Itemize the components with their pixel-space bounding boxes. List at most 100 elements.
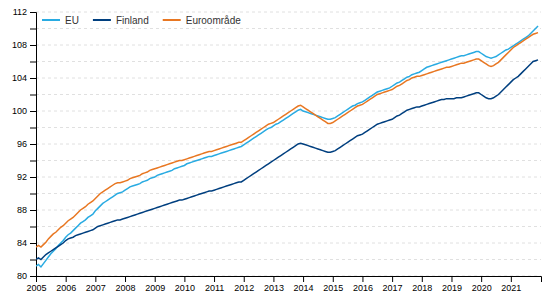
tick: 2017	[383, 276, 403, 293]
tick	[30, 161, 36, 162]
grid-line	[36, 78, 541, 79]
tick	[30, 227, 36, 228]
tick: 2018	[412, 276, 432, 293]
legend-item: EU	[42, 15, 79, 26]
tick-label: 2017	[383, 283, 403, 293]
tick-mark	[30, 210, 36, 211]
tick: 2006	[56, 276, 76, 293]
tick-mark	[66, 276, 67, 282]
tick: 2013	[264, 276, 284, 293]
tick: 80	[17, 271, 36, 281]
tick-mark	[30, 29, 36, 30]
legend: EU Finland Euroområde	[42, 15, 241, 26]
grid-line	[36, 226, 541, 227]
legend-label: Euroområde	[186, 15, 241, 26]
tick-mark	[362, 276, 363, 282]
plot: 2005 2006 2007 2008 2009 2010 2011 2012 2013 2014…	[12, 7, 542, 293]
legend-item: Euroområde	[163, 15, 241, 26]
tick-label: 2009	[145, 283, 165, 293]
tick-label: 2013	[264, 283, 284, 293]
legend-label: Finland	[116, 15, 149, 26]
grid-line	[36, 259, 541, 260]
tick-mark	[184, 276, 185, 282]
tick-label: 2018	[412, 283, 432, 293]
tick	[30, 29, 36, 30]
tick-label: 2007	[86, 283, 106, 293]
tick-label: 2014	[294, 283, 314, 293]
tick-label: 2010	[175, 283, 195, 293]
tick-mark	[511, 276, 512, 282]
tick: 2005	[26, 276, 46, 293]
tick-mark	[214, 276, 215, 282]
tick-mark	[30, 45, 36, 46]
tick: 2010	[175, 276, 195, 293]
tick-label: 84	[17, 238, 27, 248]
y-axis: 8084889296100104108112	[12, 7, 37, 281]
tick-label: 2012	[234, 283, 254, 293]
tick: 2020	[472, 276, 492, 293]
tick-label: 2008	[116, 283, 136, 293]
line	[36, 33, 538, 248]
tick-mark	[30, 243, 36, 244]
tick: 88	[17, 205, 36, 215]
tick-label: 108	[12, 40, 27, 50]
tick-label: 104	[12, 73, 27, 83]
tick: 2019	[442, 276, 462, 293]
tick	[30, 128, 36, 129]
tick-mark	[303, 276, 304, 282]
tick	[30, 260, 36, 261]
tick-label: 112	[13, 7, 27, 17]
tick: 2007	[86, 276, 106, 293]
tick-label: 2016	[353, 283, 373, 293]
tick-label: 100	[12, 106, 27, 116]
tick: 2014	[294, 276, 314, 293]
grid-line	[36, 177, 541, 178]
tick-label: 2019	[442, 283, 462, 293]
tick-label: 2015	[323, 283, 343, 293]
grid-line	[36, 160, 541, 161]
legend-swatch	[42, 19, 60, 21]
tick: 2021	[501, 276, 521, 293]
tick: 108	[12, 40, 36, 50]
tick-mark	[30, 62, 36, 63]
tick-label: 2006	[56, 283, 76, 293]
tick-label: 2020	[472, 283, 492, 293]
tick-mark	[30, 260, 36, 261]
tick: 2012	[234, 276, 254, 293]
line	[36, 60, 538, 260]
grid-line	[36, 243, 541, 244]
tick	[30, 62, 36, 63]
tick-mark	[30, 78, 36, 79]
grid-line	[36, 127, 541, 128]
tick-label: 80	[17, 271, 27, 281]
legend-swatch	[93, 19, 111, 21]
grid-line	[36, 45, 541, 46]
tick-mark	[392, 276, 393, 282]
tick: 2011	[205, 276, 224, 293]
legend-item: Finland	[93, 15, 149, 26]
tick: 2008	[116, 276, 136, 293]
tick	[30, 194, 36, 195]
legend-swatch	[163, 19, 181, 21]
tick-mark	[30, 227, 36, 228]
line	[36, 26, 538, 267]
grid-line	[36, 94, 541, 95]
tick: 2009	[145, 276, 165, 293]
tick-mark	[30, 95, 36, 96]
grid-line	[36, 61, 541, 62]
tick-mark	[333, 276, 334, 282]
tick-mark	[95, 276, 96, 282]
y-grid	[36, 12, 541, 276]
tick-mark	[451, 276, 452, 282]
tick-mark	[273, 276, 274, 282]
grid-line	[36, 193, 541, 194]
tick-label: 2005	[26, 283, 46, 293]
tick-label: 2021	[501, 283, 521, 293]
lines	[36, 26, 538, 267]
tick-mark	[30, 111, 36, 112]
tick-label: 96	[17, 139, 27, 149]
tick: 104	[12, 73, 36, 83]
grid-line	[36, 28, 541, 29]
tick-mark	[30, 144, 36, 145]
tick-mark	[422, 276, 423, 282]
